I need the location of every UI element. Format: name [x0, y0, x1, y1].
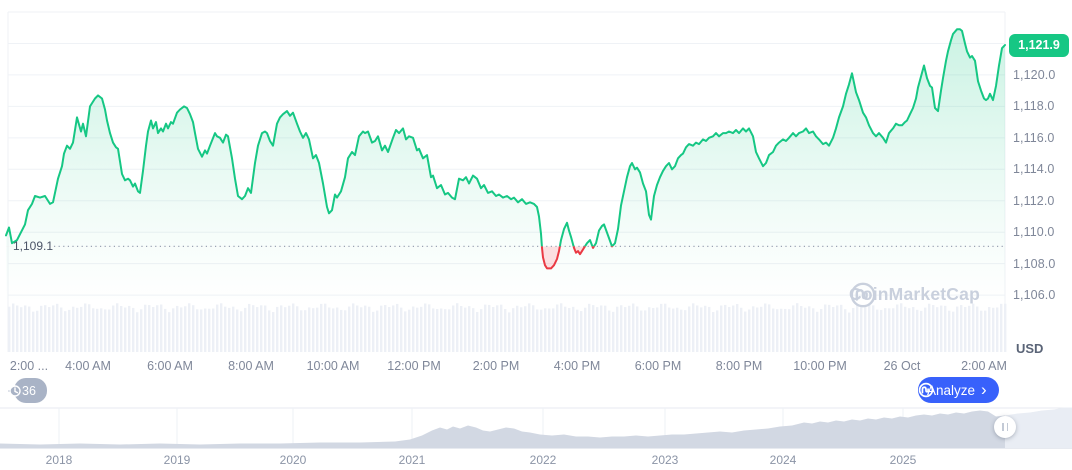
year-label: 2021: [398, 453, 426, 467]
currency-unit-label: USD: [1016, 341, 1044, 356]
year-label: 2025: [889, 453, 917, 467]
year-label: 2022: [529, 453, 557, 467]
history-badge[interactable]: 36: [8, 378, 47, 403]
volume-bars: [8, 303, 1007, 352]
analyze-button[interactable]: Analyze ›: [918, 377, 999, 403]
x-axis-label: 8:00 AM: [228, 359, 274, 373]
x-axis-label: 6:00 PM: [634, 359, 682, 373]
history-badge-tail: [8, 383, 17, 398]
year-label: 2018: [45, 453, 73, 467]
x-axis-label: 2:00 AM: [961, 359, 1007, 373]
y-axis-label: 1,120.0: [1013, 67, 1056, 82]
x-axis-label: 4:00 AM: [65, 359, 111, 373]
x-axis-label: 4:00 PM: [553, 359, 601, 373]
watermark-label: CoinMarketCap: [849, 284, 980, 304]
navigator-handle[interactable]: [994, 416, 1016, 438]
year-label: 2023: [651, 453, 679, 467]
coinmarketcap-watermark: CoinMarketCap: [849, 282, 980, 307]
year-label: 2020: [279, 453, 307, 467]
chevron-right-icon: ›: [981, 379, 987, 399]
coinmarketcap-m-icon: [918, 382, 934, 398]
price-chart-canvas[interactable]: [0, 0, 1072, 405]
previous-close-label: 1,109.1: [13, 239, 54, 254]
x-axis-label: 8:00 PM: [715, 359, 763, 373]
year-label: 2019: [163, 453, 191, 467]
x-axis-label: 26 Oct: [883, 359, 921, 373]
history-badge-pill: 36: [8, 378, 47, 403]
history-count: 36: [22, 383, 36, 398]
y-axis-label: 1,114.0: [1013, 162, 1055, 177]
history-clock-icon: [8, 384, 21, 397]
y-axis-label: 1,108.0: [1013, 256, 1056, 271]
y-axis-label: 1,118.0: [1013, 99, 1055, 114]
x-axis-label: 6:00 AM: [147, 359, 193, 373]
x-axis-label: 2:00 ...: [9, 359, 49, 373]
x-axis-label: 10:00 AM: [306, 359, 360, 373]
current-price-badge: 1,121.9: [1009, 33, 1069, 57]
year-label: 2024: [769, 453, 797, 467]
x-axis-label: 12:00 PM: [387, 359, 441, 373]
timeline-navigator[interactable]: [0, 405, 1072, 470]
coinmarketcap-logo-icon: [850, 282, 876, 307]
x-axis-label: 10:00 PM: [793, 359, 847, 373]
y-axis-label: 1,106.0: [1013, 288, 1056, 303]
y-axis-label: 1,116.0: [1013, 130, 1055, 145]
y-axis-label: 1,112.0: [1013, 193, 1055, 208]
x-axis-label: 2:00 PM: [472, 359, 520, 373]
y-axis-label: 1,110.0: [1013, 225, 1055, 240]
analyze-label: Analyze: [927, 382, 976, 398]
